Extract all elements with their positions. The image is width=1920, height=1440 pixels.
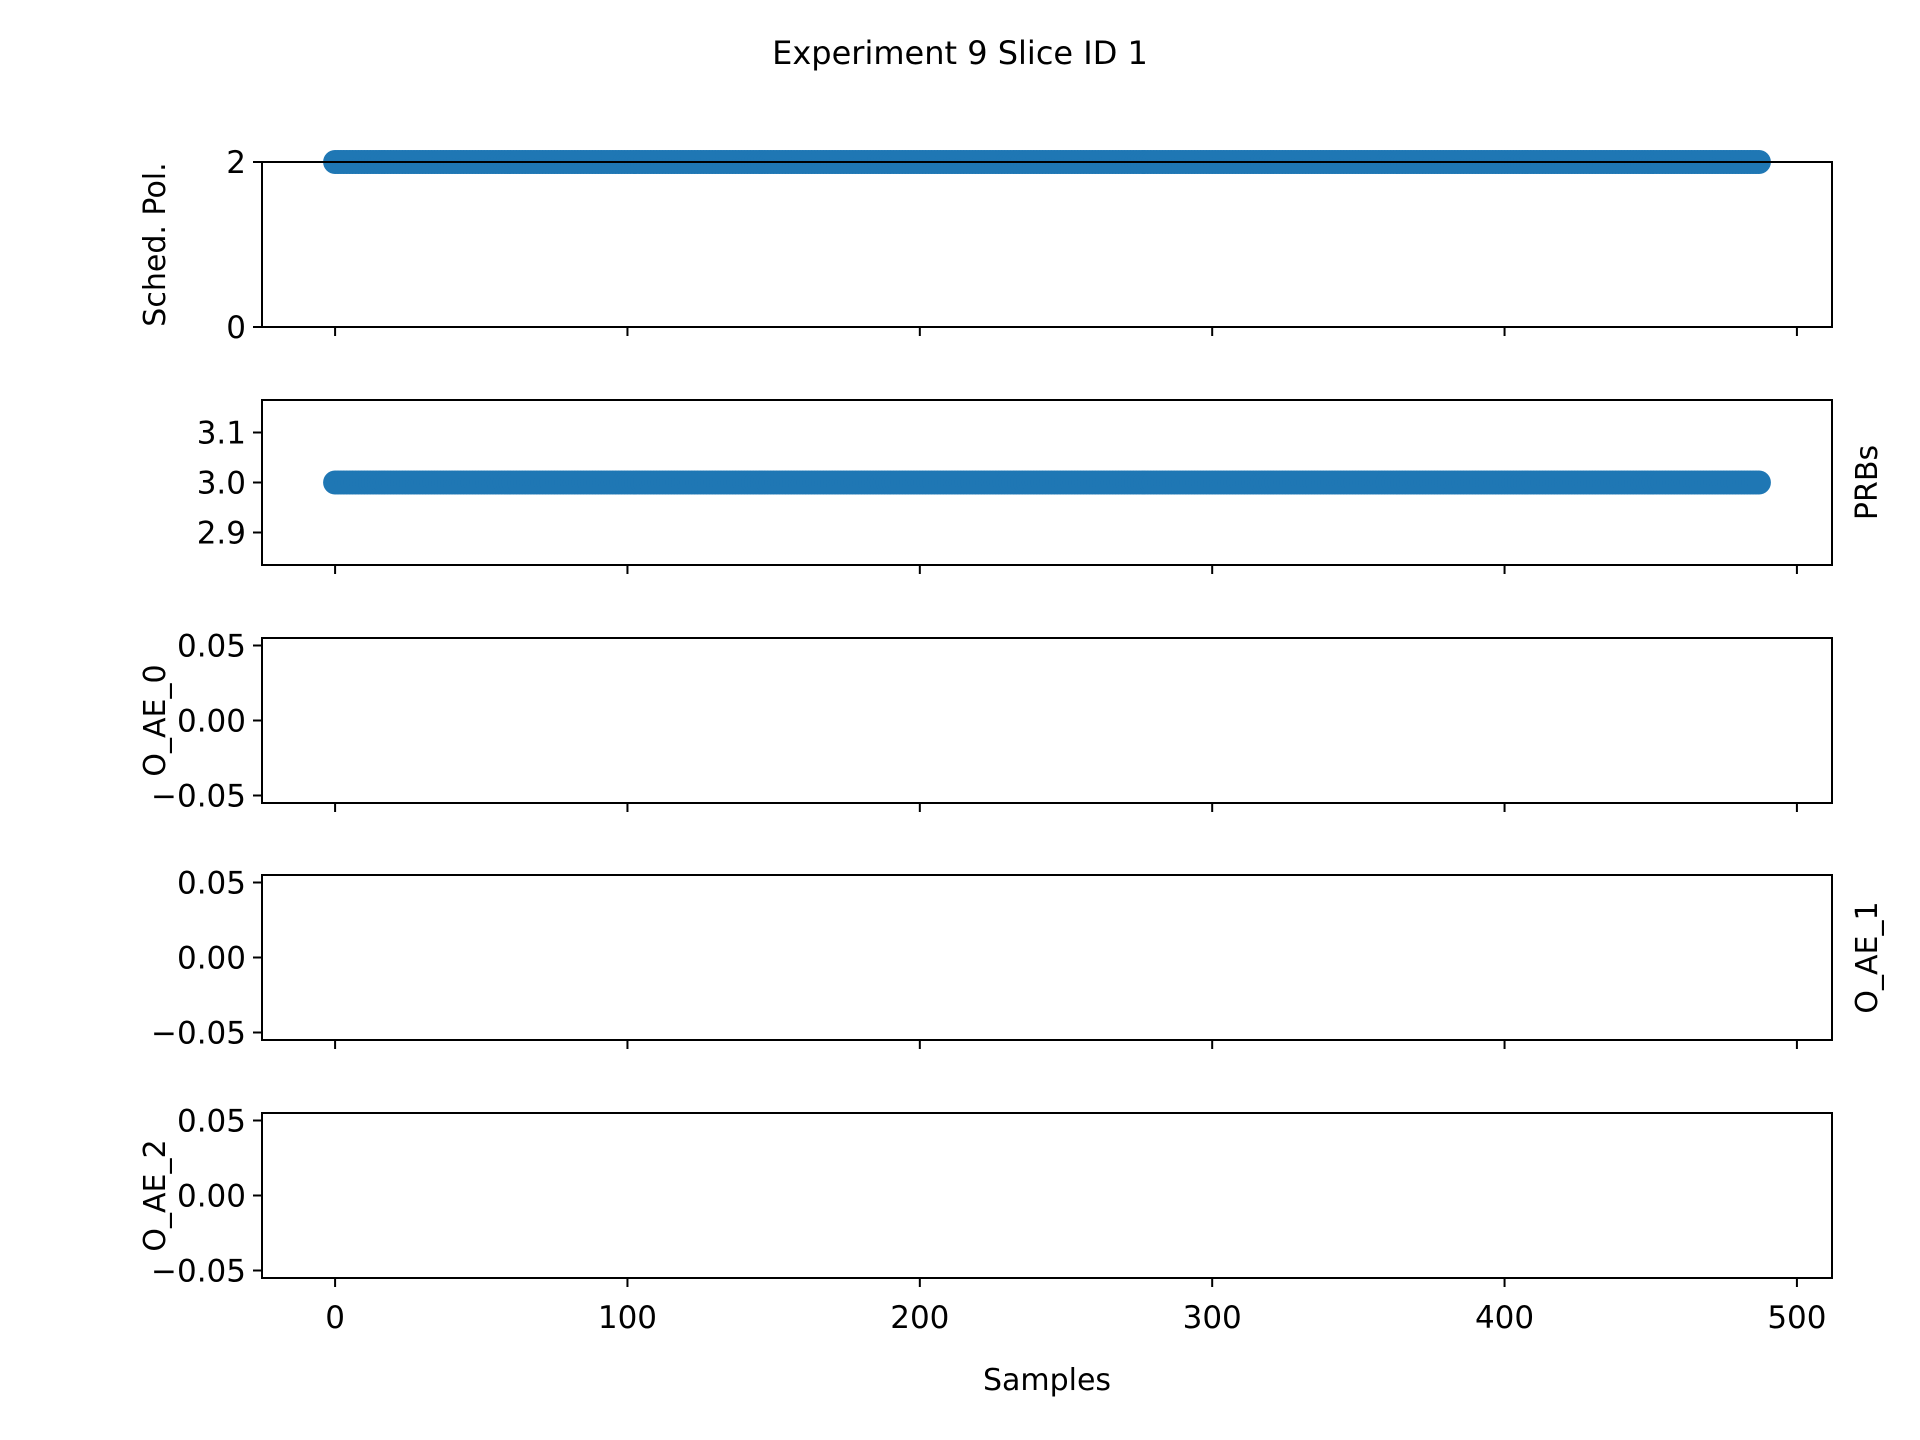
subplot-4: −0.05 0.00 0.05 O_AE_1 bbox=[151, 866, 1885, 1052]
y-tick-label: −0.05 bbox=[151, 1254, 246, 1290]
plot-frame bbox=[261, 161, 1833, 328]
plot-frame bbox=[261, 874, 1833, 1041]
data-point bbox=[1746, 470, 1771, 495]
y-tick-label: 0.00 bbox=[177, 704, 246, 740]
x-tick-label: 100 bbox=[598, 1300, 657, 1336]
y-axis-label: PRBs bbox=[1850, 445, 1885, 520]
y-tick-label: 0.05 bbox=[177, 866, 246, 902]
x-tick-label: 0 bbox=[325, 1300, 345, 1336]
y-tick-label: 0 bbox=[226, 310, 246, 346]
y-tick-label: 3.1 bbox=[197, 416, 246, 452]
subplot-2: 2.9 3.0 3.1 PRBs bbox=[197, 399, 1885, 574]
subplot-3: −0.05 0.00 0.05O_AE_0 bbox=[138, 629, 1833, 815]
y-tick-label: −0.05 bbox=[151, 1016, 246, 1052]
figure-title: Experiment 9 Slice ID 1 bbox=[772, 34, 1148, 72]
plot-frame bbox=[261, 637, 1833, 804]
y-axis-label: Sched. Pol. bbox=[138, 162, 173, 326]
plot-frame bbox=[261, 1112, 1833, 1279]
y-axis-label: O_AE_0 bbox=[138, 664, 173, 776]
subplot-1: 0 2 Sched. Pol. bbox=[138, 145, 1833, 346]
y-axis-label: O_AE_1 bbox=[1850, 901, 1885, 1013]
y-tick-label: 0.00 bbox=[177, 941, 246, 977]
y-tick-label: −0.05 bbox=[151, 779, 246, 815]
x-tick-label: 400 bbox=[1475, 1300, 1534, 1336]
y-tick-label: 2 bbox=[226, 145, 246, 181]
y-tick-label: 3.0 bbox=[197, 466, 246, 502]
subplot-5: −0.05 0.00 0.05 0 100 200 300 400 500 O_AE_2 bbox=[138, 1104, 1833, 1336]
x-axis-label: Samples bbox=[983, 1363, 1111, 1398]
y-axis-label: O_AE_2 bbox=[138, 1139, 173, 1251]
x-tick-label: 300 bbox=[1183, 1300, 1242, 1336]
y-tick-label: 0.00 bbox=[177, 1179, 246, 1215]
y-tick-label: 0.05 bbox=[177, 1104, 246, 1140]
series-1 bbox=[323, 470, 1771, 495]
x-tick-label: 500 bbox=[1767, 1300, 1826, 1336]
x-tick-label: 200 bbox=[890, 1300, 949, 1336]
y-tick-label: 2.9 bbox=[197, 516, 246, 552]
y-tick-label: 0.05 bbox=[177, 629, 246, 665]
